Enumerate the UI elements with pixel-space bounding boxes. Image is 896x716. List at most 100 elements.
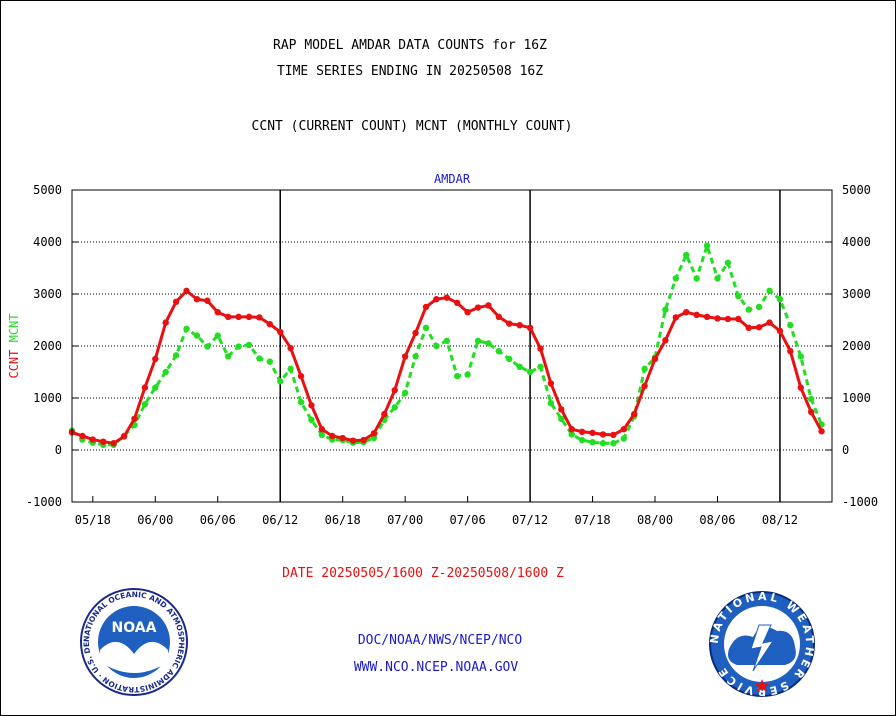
data-point-ccnt bbox=[120, 433, 128, 440]
data-point-ccnt bbox=[745, 324, 752, 331]
data-point-ccnt bbox=[183, 287, 190, 295]
data-point-mcnt bbox=[214, 332, 221, 339]
data-point-mcnt bbox=[766, 287, 773, 295]
data-point-ccnt bbox=[349, 437, 357, 444]
data-point-ccnt bbox=[526, 324, 534, 331]
series-line-ccnt bbox=[71, 288, 823, 445]
data-point-mcnt bbox=[245, 341, 253, 349]
data-point-mcnt bbox=[526, 368, 534, 376]
data-point-mcnt bbox=[308, 416, 315, 424]
data-point-mcnt bbox=[714, 275, 721, 282]
url-line: WWW.NCO.NCEP.NOAA.GOV bbox=[353, 660, 519, 675]
data-point-ccnt bbox=[506, 320, 513, 327]
data-point-mcnt bbox=[224, 353, 232, 360]
data-point-mcnt bbox=[599, 440, 607, 447]
grid-layer bbox=[72, 241, 832, 451]
data-point-ccnt bbox=[818, 428, 825, 435]
axis-layer: -1000 -1000 0 0 1000 1000 2000 2000 3000 3000 4000… bbox=[26, 183, 878, 527]
data-point-ccnt bbox=[401, 353, 409, 360]
data-point-mcnt bbox=[558, 415, 565, 422]
data-point-ccnt bbox=[724, 315, 732, 323]
noaa-logo-text: NOAA bbox=[112, 620, 157, 636]
data-point-ccnt bbox=[495, 313, 503, 321]
org-line: DOC/NOAA/NWS/NCEP/NCO bbox=[357, 633, 523, 648]
y-tick-label-left: 2000 bbox=[33, 339, 62, 353]
data-point-ccnt bbox=[266, 320, 274, 328]
data-point-mcnt bbox=[620, 435, 627, 442]
y-tick-label-left: 0 bbox=[55, 443, 62, 457]
chart-title-line1: RAP MODEL AMDAR DATA COUNTS for 16Z bbox=[273, 38, 547, 53]
data-point-mcnt bbox=[391, 404, 398, 411]
data-point-ccnt bbox=[485, 302, 492, 309]
nws-logo: NATIONAL WEATHER SERVICE bbox=[708, 591, 815, 697]
data-point-ccnt bbox=[287, 344, 294, 352]
data-point-mcnt bbox=[641, 365, 648, 373]
data-point-mcnt bbox=[204, 343, 211, 350]
y-tick-label-right: 5000 bbox=[842, 183, 871, 197]
data-point-ccnt bbox=[610, 431, 617, 439]
data-point-ccnt bbox=[454, 299, 461, 307]
y-tick-label-right: 3000 bbox=[842, 287, 871, 301]
data-point-mcnt bbox=[755, 303, 763, 311]
data-point-ccnt bbox=[308, 402, 315, 409]
data-point-ccnt bbox=[79, 432, 86, 440]
chart-subtitle: CCNT (CURRENT COUNT) MCNT (MONTHLY COUNT… bbox=[251, 119, 573, 134]
plot-area bbox=[71, 189, 833, 503]
data-point-mcnt bbox=[662, 306, 669, 313]
data-point-ccnt bbox=[277, 328, 284, 336]
data-point-ccnt bbox=[256, 314, 263, 321]
data-point-ccnt bbox=[297, 372, 305, 380]
data-point-ccnt bbox=[578, 428, 586, 435]
data-point-ccnt bbox=[537, 345, 544, 352]
data-point-ccnt bbox=[110, 440, 117, 447]
data-point-ccnt bbox=[474, 304, 482, 311]
data-point-mcnt bbox=[152, 384, 159, 391]
y-axis-label: CCNT MCNT bbox=[7, 313, 21, 378]
data-point-ccnt bbox=[152, 355, 159, 363]
data-point-mcnt bbox=[703, 242, 711, 249]
x-tick-label: 08/06 bbox=[699, 513, 735, 527]
data-point-ccnt bbox=[443, 294, 450, 301]
data-point-mcnt bbox=[683, 251, 690, 259]
data-point-ccnt bbox=[245, 313, 253, 321]
data-point-mcnt bbox=[235, 343, 242, 350]
x-tick-label: 07/12 bbox=[512, 513, 548, 527]
y-tick-label-left: 1000 bbox=[33, 391, 62, 405]
data-point-mcnt bbox=[485, 340, 492, 347]
data-point-ccnt bbox=[204, 297, 211, 304]
data-point-mcnt bbox=[318, 431, 326, 439]
data-point-ccnt bbox=[235, 313, 242, 321]
data-point-mcnt bbox=[412, 353, 419, 360]
data-point-mcnt bbox=[370, 434, 378, 442]
data-point-mcnt bbox=[266, 358, 274, 365]
y-tick-label-left: 5000 bbox=[33, 183, 62, 197]
data-point-mcnt bbox=[787, 322, 794, 329]
data-point-mcnt bbox=[297, 398, 305, 406]
y-tick-label-left: -1000 bbox=[26, 495, 62, 509]
data-point-mcnt bbox=[547, 400, 555, 407]
series-layer bbox=[68, 240, 825, 448]
data-point-ccnt bbox=[391, 387, 398, 394]
data-point-mcnt bbox=[287, 365, 294, 373]
data-point-ccnt bbox=[807, 408, 815, 416]
data-point-mcnt bbox=[193, 332, 201, 339]
data-point-mcnt bbox=[797, 353, 804, 360]
data-point-ccnt bbox=[172, 298, 180, 305]
data-point-mcnt bbox=[735, 292, 742, 300]
date-range: DATE 20250505/1600 Z-20250508/1600 Z bbox=[282, 566, 564, 581]
data-point-ccnt bbox=[329, 432, 336, 440]
data-point-ccnt bbox=[662, 337, 669, 344]
data-point-mcnt bbox=[610, 440, 617, 447]
data-point-ccnt bbox=[641, 382, 648, 390]
data-point-mcnt bbox=[672, 275, 680, 282]
data-point-ccnt bbox=[464, 309, 471, 316]
y-tick-label-left: 4000 bbox=[33, 235, 62, 249]
data-point-ccnt bbox=[630, 410, 638, 418]
data-point-mcnt bbox=[506, 355, 513, 363]
data-point-ccnt bbox=[214, 309, 221, 316]
data-point-ccnt bbox=[100, 438, 107, 445]
data-point-ccnt bbox=[89, 436, 97, 443]
data-point-mcnt bbox=[141, 401, 149, 408]
data-point-ccnt bbox=[193, 296, 201, 303]
data-point-ccnt bbox=[755, 324, 763, 331]
